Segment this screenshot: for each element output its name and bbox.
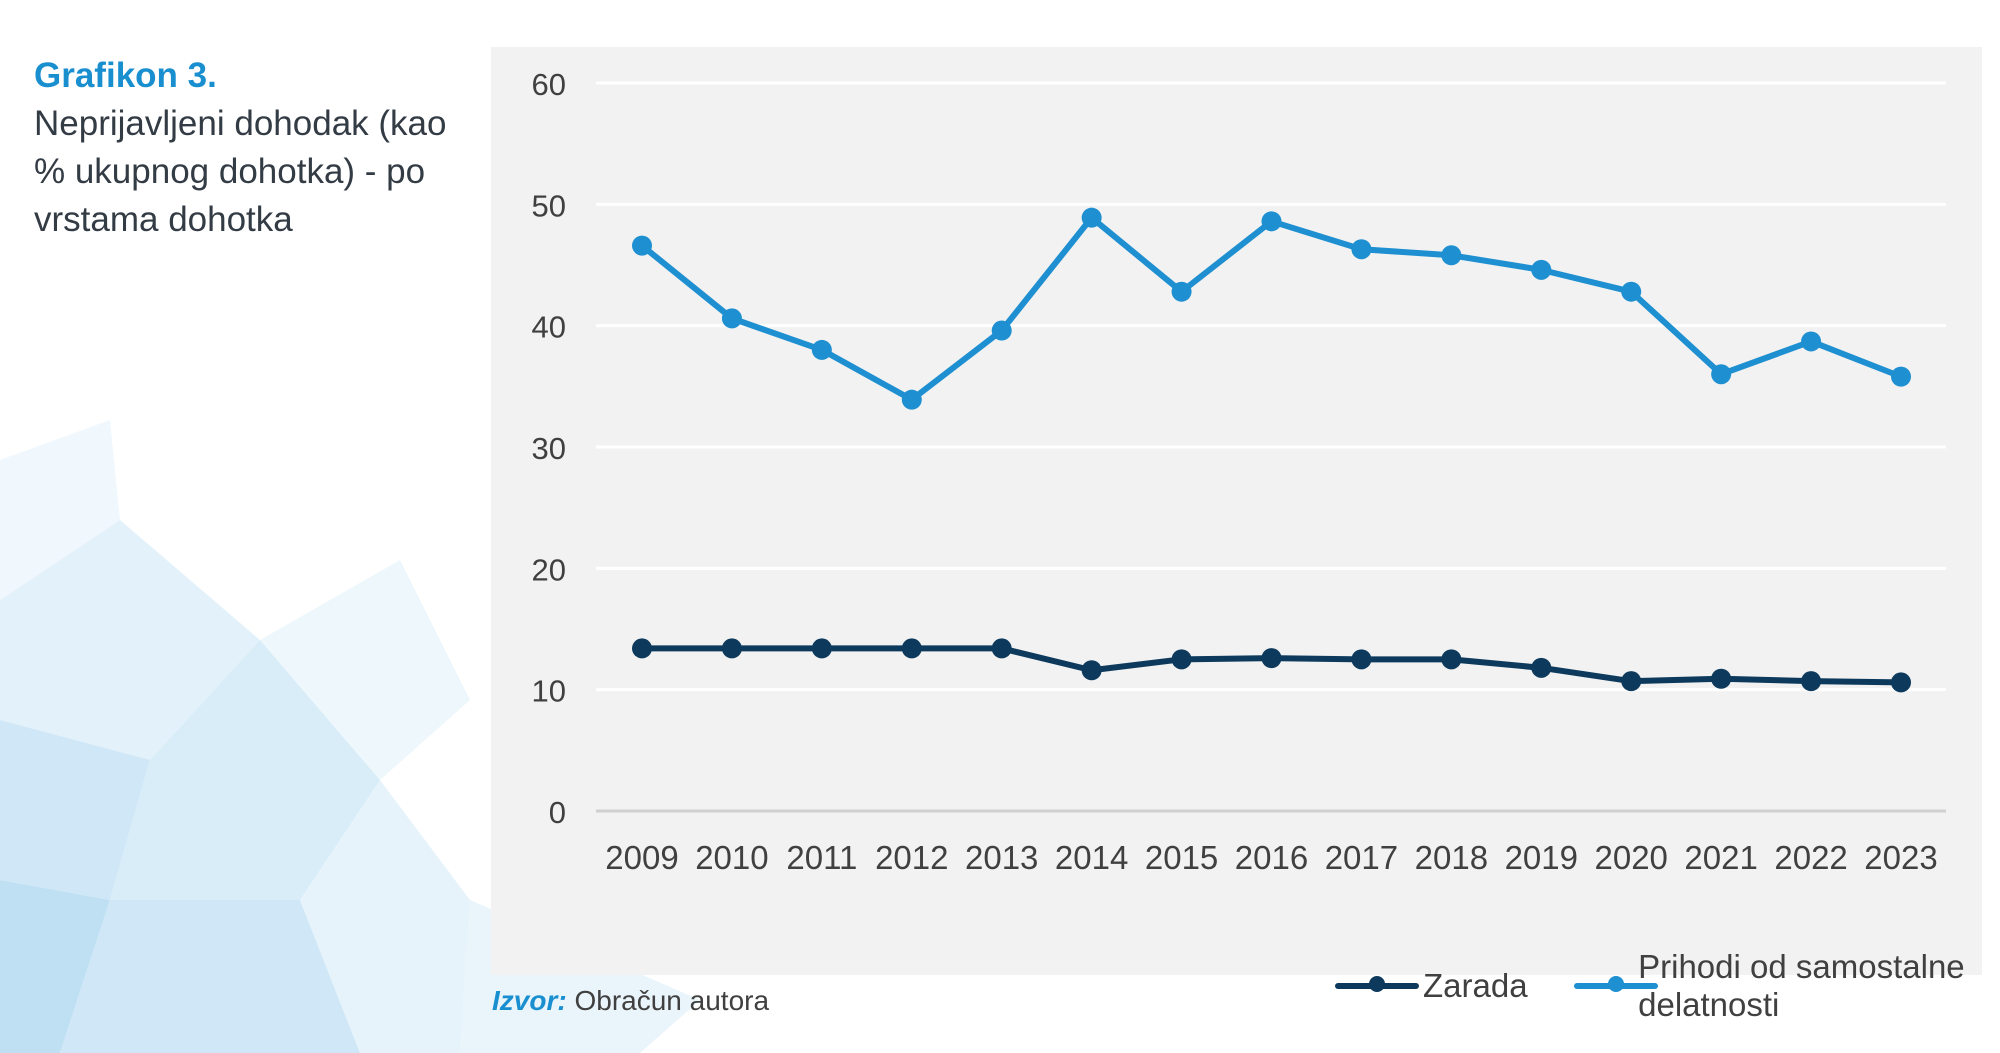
data-point-0-2016: [1261, 648, 1282, 669]
data-point-1-2022: [1801, 331, 1822, 352]
data-point-1-2020: [1621, 281, 1642, 302]
x-tick-label: 2020: [1595, 839, 1668, 876]
x-tick-label: 2021: [1684, 839, 1757, 876]
source-label: Izvor:: [492, 985, 567, 1016]
chart-panel: 0 10 20 30 40 50 60 2009 2010 2011 2012 2013 2014 20…: [491, 47, 1982, 1023]
data-point-0-2015: [1171, 649, 1192, 670]
data-point-0-2022: [1801, 671, 1822, 692]
data-point-1-2010: [721, 308, 742, 329]
legend-swatch-zarada: [1335, 976, 1419, 992]
data-point-1-2018: [1441, 245, 1462, 266]
data-point-0-2014: [1081, 660, 1102, 681]
y-tick-label: 50: [532, 188, 566, 223]
x-tick-label: 2023: [1864, 839, 1937, 876]
y-tick-label: 20: [532, 552, 566, 587]
y-tick-label: 0: [549, 795, 566, 830]
data-point-1-2019: [1531, 259, 1552, 280]
source-note: Izvor: Obračun autora: [492, 985, 769, 1017]
legend-swatch-prihodi: [1573, 976, 1658, 992]
source-text: Obračun autora: [574, 985, 770, 1016]
figure-title: Neprijavljeni dohodak (kao % ukupnog doh…: [34, 104, 447, 239]
x-tick-label: 2015: [1145, 839, 1218, 876]
line-chart: 0 10 20 30 40 50 60 2009 2010 2011 2012 2013 2014 20…: [532, 67, 1946, 876]
data-point-1-2016: [1261, 211, 1282, 232]
figure-label: Grafikon 3.: [34, 56, 217, 95]
data-point-1-2023: [1891, 366, 1911, 387]
chart-legend: Zarada Prihodi od samostalne delatnosti: [1335, 948, 1982, 1023]
data-point-1-2011: [811, 339, 832, 360]
x-tick-label: 2022: [1774, 839, 1847, 876]
data-point-1-2014: [1081, 207, 1102, 228]
data-point-1-2009: [632, 235, 652, 256]
data-point-0-2020: [1621, 671, 1642, 692]
x-tick-label: 2010: [695, 839, 768, 876]
data-point-1-2013: [991, 320, 1012, 341]
data-point-1-2015: [1171, 281, 1192, 302]
data-point-0-2021: [1711, 668, 1732, 689]
x-tick-label: 2017: [1325, 839, 1398, 876]
legend-label-prihodi: Prihodi od samostalne delatnosti: [1638, 948, 1965, 1023]
data-point-0-2019: [1531, 657, 1552, 678]
x-tick-label: 2012: [875, 839, 948, 876]
x-tick-label: 2011: [786, 839, 857, 876]
y-tick-label: 10: [532, 674, 566, 709]
x-tick-label: 2009: [605, 839, 678, 876]
legend-item-zarada: Zarada: [1335, 967, 1528, 1005]
data-point-0-2017: [1351, 649, 1372, 670]
data-point-0-2009: [632, 638, 652, 659]
y-tick-label: 60: [532, 67, 566, 102]
x-tick-label: 2014: [1055, 839, 1128, 876]
data-point-0-2018: [1441, 649, 1462, 670]
y-tick-label: 40: [532, 310, 566, 345]
legend-item-prihodi: Prihodi od samostalne delatnosti: [1573, 948, 1982, 1024]
data-point-0-2012: [901, 638, 922, 659]
data-point-0-2013: [991, 638, 1012, 659]
x-tick-label: 2019: [1505, 839, 1578, 876]
data-point-0-2011: [811, 638, 832, 659]
data-point-1-2012: [901, 389, 922, 410]
legend-label-zarada: Zarada: [1423, 967, 1528, 1004]
y-tick-label: 30: [532, 431, 566, 466]
data-point-1-2017: [1351, 239, 1372, 260]
data-point-0-2023: [1891, 672, 1911, 693]
data-point-1-2021: [1711, 364, 1732, 385]
x-tick-label: 2018: [1415, 839, 1488, 876]
data-point-0-2010: [721, 638, 742, 659]
x-tick-label: 2016: [1235, 839, 1308, 876]
x-tick-label: 2013: [965, 839, 1038, 876]
figure-caption: Grafikon 3. Neprijavljeni dohodak (kao %…: [34, 52, 464, 244]
